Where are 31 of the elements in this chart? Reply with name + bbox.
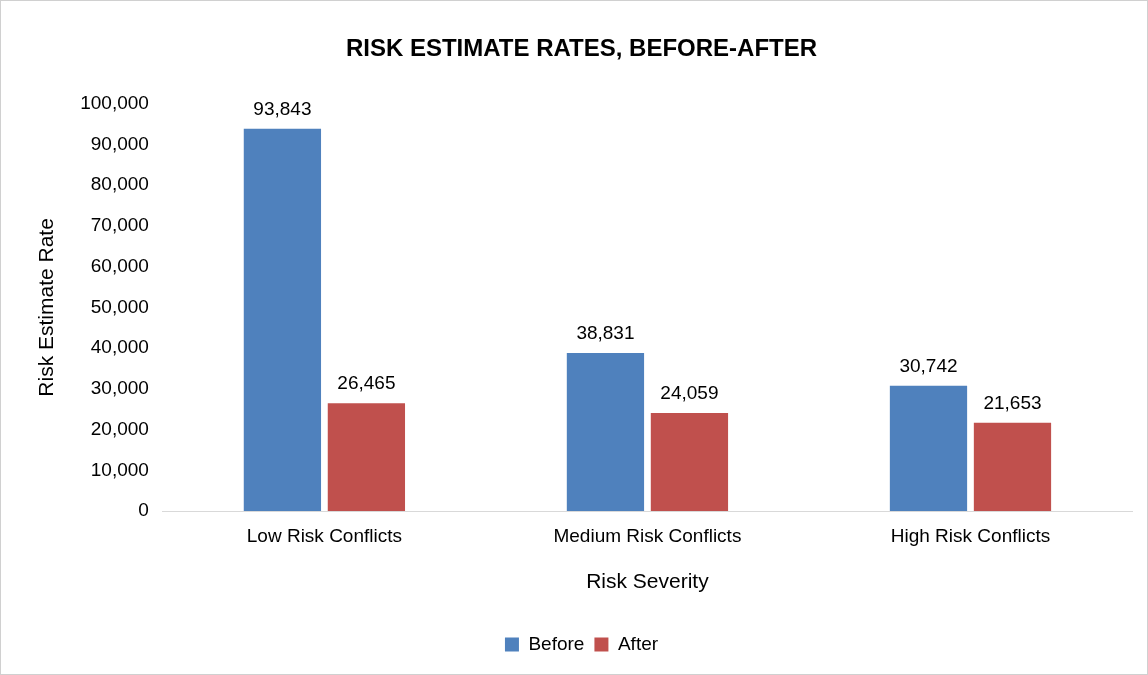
x-tick-label: Low Risk Conflicts	[246, 524, 403, 546]
y-tick-label: 50,000	[90, 295, 149, 317]
bar	[243, 128, 322, 511]
legend-label: After	[617, 632, 659, 654]
data-label: 21,653	[983, 391, 1042, 413]
data-label: 93,843	[253, 97, 312, 119]
y-tick-label: 0	[138, 499, 149, 521]
y-tick-label: 80,000	[90, 173, 149, 195]
data-label: 26,465	[337, 371, 396, 393]
y-axis-title: Risk Estimate Rate	[34, 218, 58, 397]
data-label: 38,831	[576, 321, 635, 343]
y-tick-label: 90,000	[90, 132, 149, 154]
y-tick-label: 30,000	[90, 377, 149, 399]
y-tick-label: 70,000	[90, 214, 149, 236]
x-tick-label: Medium Risk Conflicts	[553, 524, 742, 546]
chart-title: RISK ESTIMATE RATES, BEFORE-AFTER	[345, 34, 818, 62]
y-tick-label: 60,000	[90, 254, 149, 276]
y-tick-label: 100,000	[80, 92, 149, 114]
x-axis-title: Risk Severity	[586, 569, 710, 593]
y-tick-label: 40,000	[90, 336, 149, 358]
y-tick-label: 10,000	[90, 458, 149, 480]
y-tick-label: 20,000	[90, 417, 149, 439]
x-tick-label: High Risk Conflicts	[890, 524, 1051, 546]
bar	[566, 352, 645, 511]
bar	[650, 413, 729, 511]
legend-label: Before	[528, 632, 585, 654]
bar	[973, 422, 1052, 511]
bar	[889, 385, 968, 511]
bar	[327, 403, 406, 511]
data-label: 30,742	[899, 354, 958, 376]
data-label: 24,059	[660, 381, 719, 403]
